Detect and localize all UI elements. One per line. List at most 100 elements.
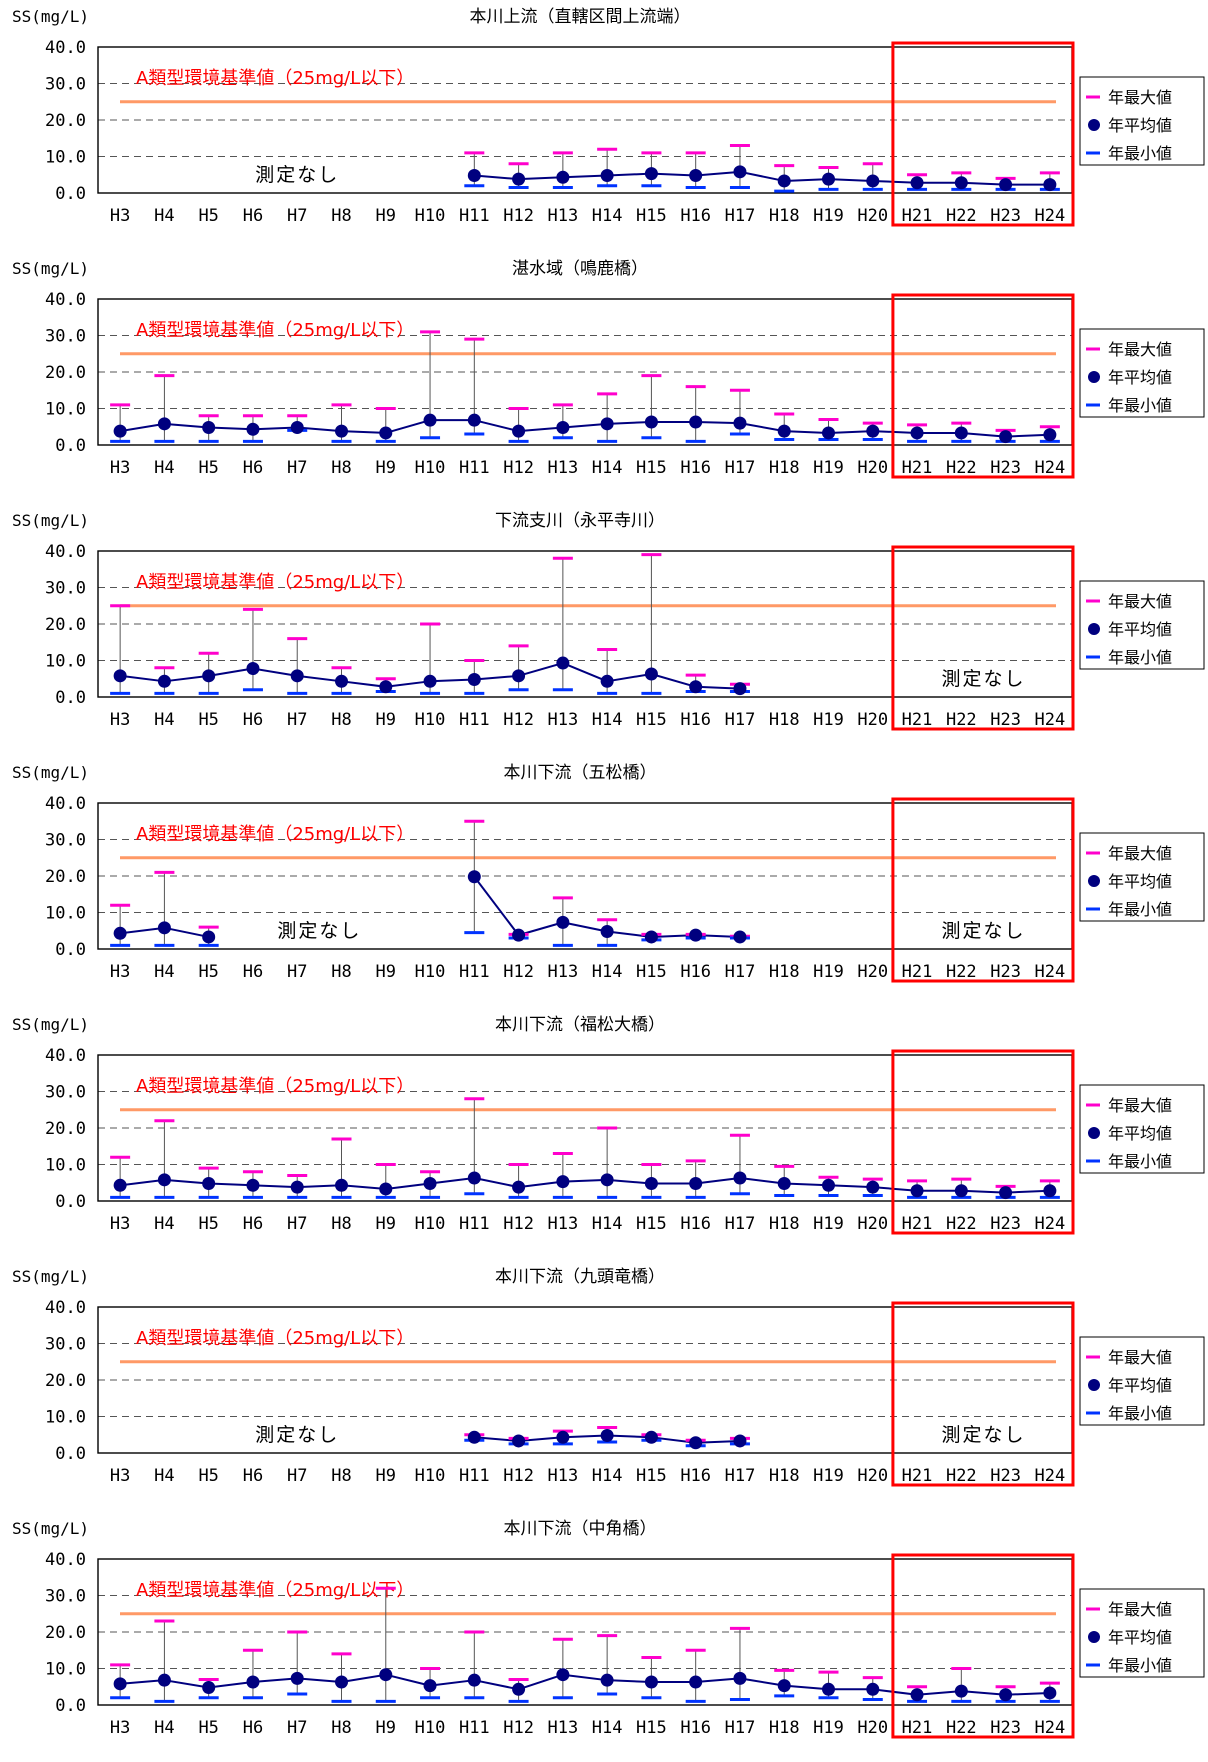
mean-line-segment: [119, 422, 165, 433]
x-tick-label: H24: [1035, 458, 1066, 478]
mean-line-segment: [341, 1673, 386, 1683]
x-tick-label: H17: [725, 206, 756, 226]
legend-box: [1079, 580, 1205, 670]
chart-title: 本川上流（直轄区間上流端）: [470, 7, 691, 27]
mean-point: [822, 172, 835, 186]
mean-line-segment: [474, 1436, 519, 1442]
x-tick-label: H10: [415, 206, 446, 226]
no-data-label: 測定なし: [941, 1424, 1025, 1446]
x-tick-label: H14: [592, 458, 623, 478]
mean-point: [999, 1688, 1013, 1702]
mean-point: [113, 669, 127, 683]
y-axis-unit: SS(mg/L): [12, 1519, 89, 1538]
mean-point: [423, 413, 437, 427]
legend-box: [1079, 832, 1205, 922]
mean-point: [113, 1178, 127, 1192]
mean-line-segment: [164, 1178, 209, 1185]
mean-point: [689, 1176, 703, 1190]
y-axis-unit: SS(mg/L): [12, 511, 89, 530]
legend-mean-marker: [1088, 1127, 1100, 1139]
legend-max-label: 年最大値: [1108, 592, 1172, 611]
mean-line-segment: [518, 1180, 563, 1189]
mean-point: [556, 420, 570, 434]
x-tick-label: H5: [198, 206, 218, 226]
mean-point: [467, 168, 481, 182]
x-tick-label: H12: [503, 710, 534, 730]
x-tick-label: H7: [287, 1718, 307, 1738]
x-tick-label: H8: [331, 206, 351, 226]
x-tick-label: H19: [813, 1466, 844, 1486]
x-tick-label: H20: [857, 458, 888, 478]
mean-line-segment: [252, 426, 298, 431]
x-tick-label: H5: [198, 962, 218, 982]
legend-box: [1079, 1588, 1205, 1678]
mean-point: [246, 422, 260, 436]
x-tick-label: H6: [243, 458, 263, 478]
x-tick-label: H24: [1035, 1214, 1066, 1234]
mean-point: [157, 674, 171, 688]
mean-line-segment: [739, 170, 785, 182]
standard-label: A類型環境基準値（25mg/L以下）: [136, 1076, 414, 1097]
mean-line-segment: [872, 1688, 918, 1696]
mean-line-segment: [252, 1677, 298, 1684]
mean-point: [335, 674, 348, 688]
mean-line-segment: [695, 170, 741, 177]
mean-line-segment: [562, 422, 608, 429]
x-tick-label: H8: [331, 1718, 351, 1738]
legend-mean-label: 年平均値: [1108, 1124, 1172, 1143]
mean-line-segment: [695, 685, 740, 690]
x-tick-label: H3: [110, 1214, 130, 1234]
x-tick-label: H14: [592, 1214, 623, 1234]
mean-line-segment: [784, 430, 829, 434]
y-tick-label: 0.0: [55, 436, 86, 456]
x-tick-label: H22: [946, 1718, 977, 1738]
x-tick-label: H12: [503, 1466, 534, 1486]
mean-line-segment: [518, 1673, 564, 1691]
x-tick-label: H13: [548, 206, 579, 226]
mean-point: [689, 928, 703, 942]
chart-svg: 本川下流（五松橋） SS(mg/L) 0.0 10.0 20.0 30.0 40.0 A類型環…: [12, 763, 1205, 983]
chart-panel: 本川上流（直轄区間上流端） SS(mg/L) 0.0 10.0 20.0 30.0 40.0…: [0, 0, 1208, 250]
y-tick-label: 10.0: [45, 148, 86, 168]
x-tick-label: H9: [376, 710, 396, 730]
mean-point: [1043, 428, 1057, 442]
mean-line-segment: [385, 419, 431, 434]
mean-point: [246, 662, 260, 676]
mean-line-segment: [562, 1434, 608, 1439]
chart-title: 本川下流（中角橋）: [504, 1519, 657, 1539]
x-tick-label: H19: [813, 458, 844, 478]
x-tick-label: H24: [1035, 206, 1066, 226]
x-tick-label: H14: [592, 206, 623, 226]
mean-point: [379, 1182, 393, 1196]
mean-point: [556, 656, 570, 670]
y-axis-unit: SS(mg/L): [12, 7, 89, 26]
x-tick-label: H11: [459, 710, 490, 730]
legend-box: [1079, 1336, 1205, 1426]
chart-title: 湛水域（鳴鹿橋）: [512, 259, 648, 279]
mean-point: [644, 930, 658, 944]
x-tick-label: H20: [857, 1466, 888, 1486]
y-tick-label: 20.0: [45, 1623, 86, 1643]
mean-point: [467, 1171, 481, 1185]
mean-point: [202, 1176, 216, 1190]
mean-line-segment: [872, 1186, 918, 1192]
mean-line-segment: [695, 1439, 740, 1444]
mean-line-segment: [474, 174, 519, 181]
mean-point: [290, 1671, 304, 1685]
mean-point: [512, 1434, 526, 1448]
x-tick-label: H20: [857, 1214, 888, 1234]
mean-line-segment: [872, 430, 918, 434]
chart-panel: 本川下流（五松橋） SS(mg/L) 0.0 10.0 20.0 30.0 40.0 A類型環…: [0, 756, 1208, 1006]
mean-point: [600, 1428, 614, 1442]
chart-title: 本川下流（五松橋）: [504, 763, 657, 783]
legend-min-label: 年最小値: [1108, 1404, 1172, 1423]
mean-point: [423, 1679, 437, 1693]
mean-point: [556, 1175, 570, 1189]
mean-point: [113, 926, 127, 940]
y-tick-label: 20.0: [45, 615, 86, 635]
x-tick-label: H8: [331, 962, 351, 982]
x-tick-label: H11: [459, 206, 490, 226]
chart-panel: 下流支川（永平寺川） SS(mg/L) 0.0 10.0 20.0 30.0 40.0 A類型…: [0, 504, 1208, 754]
highlight-box: [891, 797, 1075, 983]
